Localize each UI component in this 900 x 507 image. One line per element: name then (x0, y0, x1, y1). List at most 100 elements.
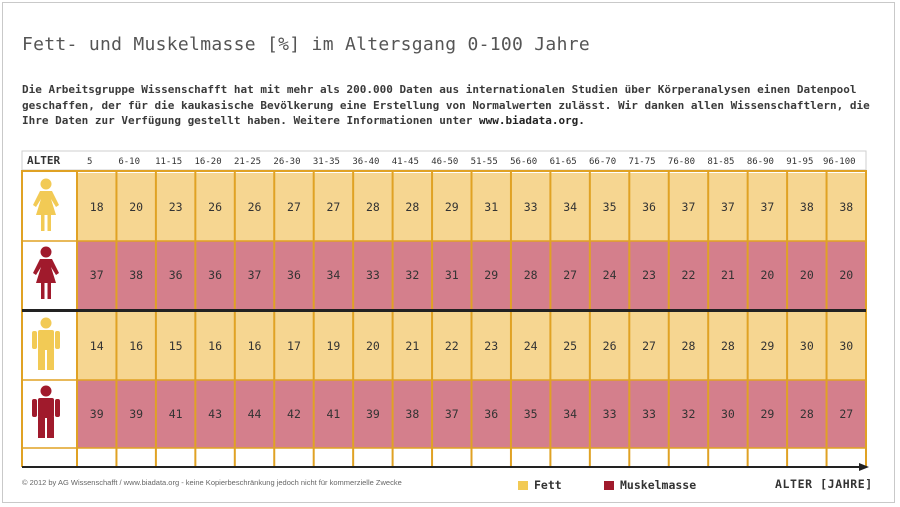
cell-value: 35 (603, 200, 617, 214)
cell-value: 30 (800, 339, 814, 353)
cell-value: 33 (603, 407, 617, 421)
cell-value: 39 (366, 407, 380, 421)
cell-value: 41 (326, 407, 340, 421)
cell-value: 24 (603, 268, 617, 282)
cell-value: 37 (760, 200, 774, 214)
legend-swatch-fat (518, 480, 528, 490)
cell-value: 15 (169, 339, 183, 353)
cell-value: 16 (248, 339, 262, 353)
cell-value: 43 (208, 407, 222, 421)
website-link[interactable]: www.biadata.org. (478, 114, 585, 127)
age-tick-label: 16-20 (195, 157, 222, 167)
cell-value: 28 (366, 200, 380, 214)
cell-value: 44 (248, 407, 262, 421)
cell-value: 28 (682, 339, 696, 353)
cell-value: 34 (326, 268, 340, 282)
intro-text: Die Arbeitsgruppe Wissenschafft hat mit … (22, 83, 870, 127)
age-tick-label: 81-85 (707, 157, 734, 167)
cell-value: 33 (366, 268, 380, 282)
female-figure-icon (33, 246, 59, 299)
cell-value: 16 (129, 339, 143, 353)
age-tick-label: 36-40 (352, 157, 379, 167)
copyright-notice: © 2012 by AG Wissenschafft / www.biadata… (22, 478, 402, 487)
age-tick-label: 5 (87, 157, 92, 167)
age-tick-label: 26-30 (273, 157, 300, 167)
cell-value: 20 (839, 268, 853, 282)
cell-value: 36 (642, 200, 656, 214)
cell-value: 36 (208, 268, 222, 282)
age-tick-label: 61-65 (550, 157, 577, 167)
cell-value: 29 (484, 268, 498, 282)
cell-value: 22 (682, 268, 696, 282)
legend-swatch-muscle (604, 480, 614, 490)
age-tick-label: 11-15 (155, 157, 182, 167)
male-figure-icon (32, 317, 60, 370)
cell-value: 21 (721, 268, 735, 282)
cell-value: 30 (721, 407, 735, 421)
cell-value: 24 (524, 339, 538, 353)
cell-value: 26 (603, 339, 617, 353)
cell-value: 31 (484, 200, 498, 214)
cell-value: 25 (563, 339, 577, 353)
cell-value: 32 (405, 268, 419, 282)
cell-value: 37 (682, 200, 696, 214)
age-tick-label: 76-80 (668, 157, 695, 167)
cell-value: 20 (760, 268, 774, 282)
cell-value: 23 (642, 268, 656, 282)
age-tick-label: 71-75 (628, 157, 655, 167)
cell-value: 22 (445, 339, 459, 353)
age-tick-label: 31-35 (313, 157, 340, 167)
cell-value: 28 (721, 339, 735, 353)
age-tick-label: 51-55 (471, 157, 498, 167)
cell-value: 38 (839, 200, 853, 214)
cell-value: 21 (405, 339, 419, 353)
age-tick-label: 6-10 (118, 157, 140, 167)
cell-value: 28 (524, 268, 538, 282)
cell-value: 19 (326, 339, 340, 353)
cell-value: 30 (839, 339, 853, 353)
header-label-alter: ALTER (27, 154, 60, 167)
cell-value: 37 (721, 200, 735, 214)
cell-value: 23 (484, 339, 498, 353)
intro-paragraph: Die Arbeitsgruppe Wissenschafft hat mit … (22, 82, 882, 129)
age-tick-label: 66-70 (589, 157, 616, 167)
cell-value: 37 (248, 268, 262, 282)
cell-value: 23 (169, 200, 183, 214)
age-tick-label: 86-90 (747, 157, 774, 167)
male-figure-icon (32, 385, 60, 438)
cell-value: 36 (484, 407, 498, 421)
age-tick-label: 56-60 (510, 157, 537, 167)
cell-value: 20 (129, 200, 143, 214)
x-axis-arrow-icon (859, 463, 869, 471)
age-tick-label: 21-25 (234, 157, 261, 167)
chart-title: Fett- und Muskelmasse [%] im Altersgang … (22, 34, 590, 55)
cell-value: 29 (760, 407, 774, 421)
cell-value: 34 (563, 407, 577, 421)
cell-value: 26 (208, 200, 222, 214)
legend-item-muscle: Muskelmasse (604, 478, 696, 492)
cell-value: 27 (287, 200, 301, 214)
cell-value: 16 (208, 339, 222, 353)
cell-value: 41 (169, 407, 183, 421)
cell-value: 36 (287, 268, 301, 282)
cell-value: 37 (445, 407, 459, 421)
cell-value: 20 (366, 339, 380, 353)
cell-value: 28 (405, 200, 419, 214)
cell-value: 38 (405, 407, 419, 421)
cell-value: 39 (90, 407, 104, 421)
cell-value: 36 (169, 268, 183, 282)
cell-value: 14 (90, 339, 104, 353)
cell-value: 27 (326, 200, 340, 214)
cell-value: 28 (800, 407, 814, 421)
legend-item-fat: Fett (518, 478, 562, 492)
cell-value: 26 (248, 200, 262, 214)
age-tick-label: 46-50 (431, 157, 458, 167)
cell-value: 37 (90, 268, 104, 282)
cell-value: 35 (524, 407, 538, 421)
female-figure-icon (33, 178, 59, 231)
cell-value: 34 (563, 200, 577, 214)
cell-value: 38 (129, 268, 143, 282)
cell-value: 18 (90, 200, 104, 214)
